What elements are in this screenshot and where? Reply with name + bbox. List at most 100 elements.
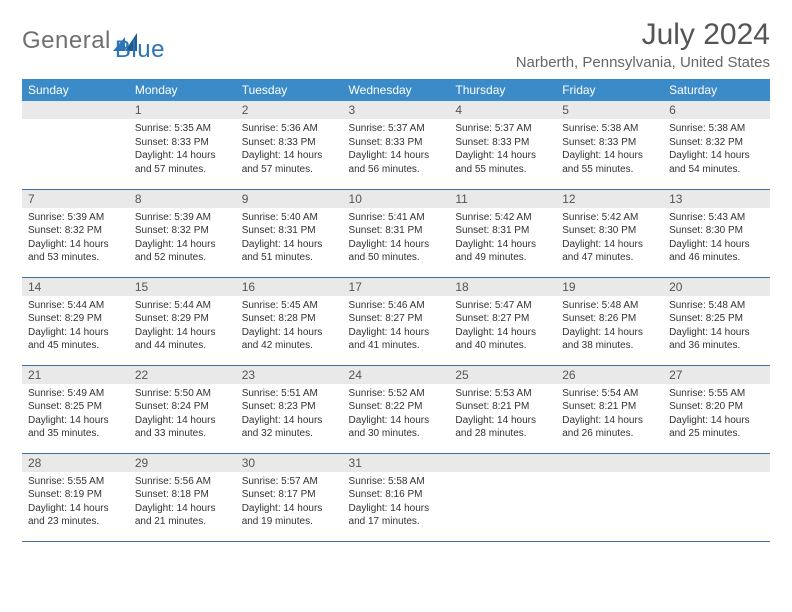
daylight-line: Daylight: 14 hours and 30 minutes.	[349, 414, 444, 441]
daylight-line: Daylight: 14 hours and 54 minutes.	[669, 149, 764, 176]
logo: General Blue	[22, 18, 165, 64]
sunset-line: Sunset: 8:33 PM	[135, 136, 230, 150]
day-number: 5	[556, 101, 663, 119]
calendar-day: 10Sunrise: 5:41 AMSunset: 8:31 PMDayligh…	[343, 189, 450, 277]
sunrise-line: Sunrise: 5:52 AM	[349, 387, 444, 401]
calendar-row: 21Sunrise: 5:49 AMSunset: 8:25 PMDayligh…	[22, 365, 770, 453]
day-number: 16	[236, 278, 343, 296]
calendar-day: 3Sunrise: 5:37 AMSunset: 8:33 PMDaylight…	[343, 101, 450, 189]
day-body: Sunrise: 5:58 AMSunset: 8:16 PMDaylight:…	[343, 472, 450, 533]
weekday-header: Saturday	[663, 79, 770, 101]
sunset-line: Sunset: 8:25 PM	[669, 312, 764, 326]
sunset-line: Sunset: 8:20 PM	[669, 400, 764, 414]
day-number	[556, 454, 663, 472]
day-number: 25	[449, 366, 556, 384]
day-number	[449, 454, 556, 472]
sunrise-line: Sunrise: 5:53 AM	[455, 387, 550, 401]
sunset-line: Sunset: 8:18 PM	[135, 488, 230, 502]
day-number: 1	[129, 101, 236, 119]
calendar-row: 28Sunrise: 5:55 AMSunset: 8:19 PMDayligh…	[22, 453, 770, 541]
day-number: 2	[236, 101, 343, 119]
calendar-day-empty	[22, 101, 129, 189]
calendar-header-row: SundayMondayTuesdayWednesdayThursdayFrid…	[22, 79, 770, 101]
weekday-header: Monday	[129, 79, 236, 101]
sunset-line: Sunset: 8:21 PM	[562, 400, 657, 414]
daylight-line: Daylight: 14 hours and 26 minutes.	[562, 414, 657, 441]
calendar-row: 7Sunrise: 5:39 AMSunset: 8:32 PMDaylight…	[22, 189, 770, 277]
day-number: 10	[343, 190, 450, 208]
calendar-body: 1Sunrise: 5:35 AMSunset: 8:33 PMDaylight…	[22, 101, 770, 541]
daylight-line: Daylight: 14 hours and 25 minutes.	[669, 414, 764, 441]
calendar-day: 1Sunrise: 5:35 AMSunset: 8:33 PMDaylight…	[129, 101, 236, 189]
weekday-header: Wednesday	[343, 79, 450, 101]
sunrise-line: Sunrise: 5:42 AM	[455, 211, 550, 225]
daylight-line: Daylight: 14 hours and 17 minutes.	[349, 502, 444, 529]
daylight-line: Daylight: 14 hours and 47 minutes.	[562, 238, 657, 265]
daylight-line: Daylight: 14 hours and 52 minutes.	[135, 238, 230, 265]
weekday-header: Friday	[556, 79, 663, 101]
day-number: 15	[129, 278, 236, 296]
calendar-day: 30Sunrise: 5:57 AMSunset: 8:17 PMDayligh…	[236, 453, 343, 541]
calendar-day: 21Sunrise: 5:49 AMSunset: 8:25 PMDayligh…	[22, 365, 129, 453]
daylight-line: Daylight: 14 hours and 23 minutes.	[28, 502, 123, 529]
daylight-line: Daylight: 14 hours and 21 minutes.	[135, 502, 230, 529]
day-body: Sunrise: 5:45 AMSunset: 8:28 PMDaylight:…	[236, 296, 343, 357]
calendar-day: 20Sunrise: 5:48 AMSunset: 8:25 PMDayligh…	[663, 277, 770, 365]
daylight-line: Daylight: 14 hours and 41 minutes.	[349, 326, 444, 353]
sunrise-line: Sunrise: 5:50 AM	[135, 387, 230, 401]
sunset-line: Sunset: 8:26 PM	[562, 312, 657, 326]
sunrise-line: Sunrise: 5:36 AM	[242, 122, 337, 136]
calendar-day: 22Sunrise: 5:50 AMSunset: 8:24 PMDayligh…	[129, 365, 236, 453]
calendar-day: 6Sunrise: 5:38 AMSunset: 8:32 PMDaylight…	[663, 101, 770, 189]
day-number: 31	[343, 454, 450, 472]
day-body	[556, 472, 663, 522]
weekday-header: Thursday	[449, 79, 556, 101]
sunrise-line: Sunrise: 5:44 AM	[135, 299, 230, 313]
calendar-day: 17Sunrise: 5:46 AMSunset: 8:27 PMDayligh…	[343, 277, 450, 365]
sunset-line: Sunset: 8:17 PM	[242, 488, 337, 502]
day-body: Sunrise: 5:36 AMSunset: 8:33 PMDaylight:…	[236, 119, 343, 180]
calendar-day: 19Sunrise: 5:48 AMSunset: 8:26 PMDayligh…	[556, 277, 663, 365]
sunset-line: Sunset: 8:30 PM	[669, 224, 764, 238]
sunset-line: Sunset: 8:32 PM	[135, 224, 230, 238]
sunrise-line: Sunrise: 5:54 AM	[562, 387, 657, 401]
sunset-line: Sunset: 8:31 PM	[455, 224, 550, 238]
calendar-day: 5Sunrise: 5:38 AMSunset: 8:33 PMDaylight…	[556, 101, 663, 189]
sunset-line: Sunset: 8:30 PM	[562, 224, 657, 238]
sunrise-line: Sunrise: 5:40 AM	[242, 211, 337, 225]
day-body: Sunrise: 5:57 AMSunset: 8:17 PMDaylight:…	[236, 472, 343, 533]
sunset-line: Sunset: 8:33 PM	[455, 136, 550, 150]
day-number: 18	[449, 278, 556, 296]
sunrise-line: Sunrise: 5:47 AM	[455, 299, 550, 313]
daylight-line: Daylight: 14 hours and 28 minutes.	[455, 414, 550, 441]
day-number: 27	[663, 366, 770, 384]
month-title: July 2024	[516, 18, 770, 52]
day-number: 23	[236, 366, 343, 384]
sunset-line: Sunset: 8:21 PM	[455, 400, 550, 414]
day-number: 21	[22, 366, 129, 384]
sunset-line: Sunset: 8:33 PM	[562, 136, 657, 150]
day-body	[449, 472, 556, 522]
sunset-line: Sunset: 8:19 PM	[28, 488, 123, 502]
calendar-day: 24Sunrise: 5:52 AMSunset: 8:22 PMDayligh…	[343, 365, 450, 453]
daylight-line: Daylight: 14 hours and 19 minutes.	[242, 502, 337, 529]
day-number: 17	[343, 278, 450, 296]
sunrise-line: Sunrise: 5:58 AM	[349, 475, 444, 489]
sunset-line: Sunset: 8:32 PM	[669, 136, 764, 150]
day-body: Sunrise: 5:42 AMSunset: 8:31 PMDaylight:…	[449, 208, 556, 269]
day-number: 8	[129, 190, 236, 208]
day-number: 14	[22, 278, 129, 296]
day-number	[663, 454, 770, 472]
calendar-row: 14Sunrise: 5:44 AMSunset: 8:29 PMDayligh…	[22, 277, 770, 365]
sunset-line: Sunset: 8:27 PM	[455, 312, 550, 326]
logo-text-general: General	[22, 27, 111, 55]
sunset-line: Sunset: 8:31 PM	[349, 224, 444, 238]
sunrise-line: Sunrise: 5:42 AM	[562, 211, 657, 225]
day-body: Sunrise: 5:37 AMSunset: 8:33 PMDaylight:…	[343, 119, 450, 180]
calendar-day: 18Sunrise: 5:47 AMSunset: 8:27 PMDayligh…	[449, 277, 556, 365]
sunrise-line: Sunrise: 5:45 AM	[242, 299, 337, 313]
calendar-row: 1Sunrise: 5:35 AMSunset: 8:33 PMDaylight…	[22, 101, 770, 189]
daylight-line: Daylight: 14 hours and 56 minutes.	[349, 149, 444, 176]
sunset-line: Sunset: 8:24 PM	[135, 400, 230, 414]
daylight-line: Daylight: 14 hours and 50 minutes.	[349, 238, 444, 265]
